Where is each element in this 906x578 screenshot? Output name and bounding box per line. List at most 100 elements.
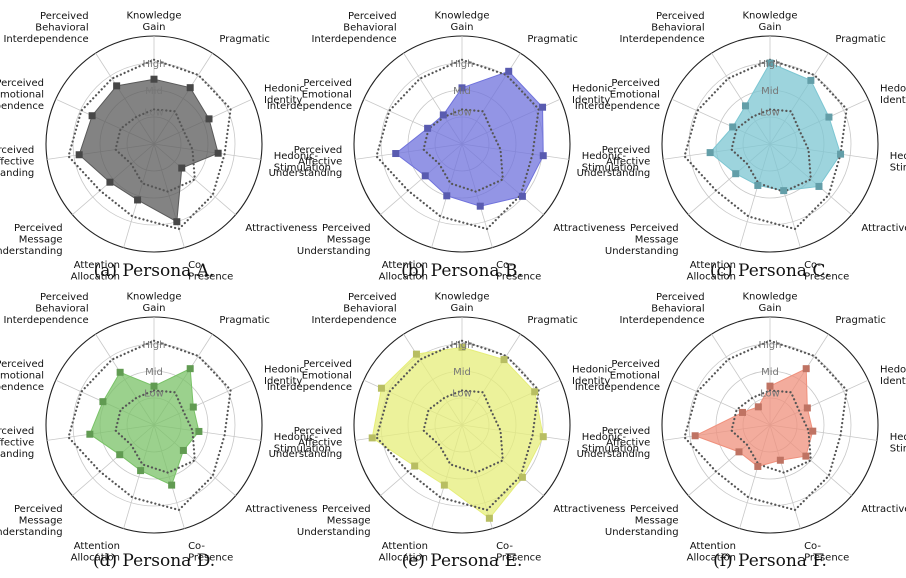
axis-label: Co-Presence xyxy=(804,541,849,564)
axis-label: Hedonic-Identity xyxy=(572,84,617,107)
axis-label: Knowledge Gain xyxy=(743,292,798,315)
data-point xyxy=(421,172,429,180)
data-point xyxy=(539,103,547,111)
axis-label: Pragmatic xyxy=(219,315,270,326)
chart-caption: (f) Persona F. xyxy=(713,551,827,571)
axis-label: Pragmatic xyxy=(527,34,578,45)
ring-label: Mid xyxy=(453,86,471,97)
data-point xyxy=(505,67,513,75)
axis-label: Knowledge Gain xyxy=(127,292,182,315)
axis-label: Attention Allocation xyxy=(71,260,120,283)
ring-label: Low xyxy=(452,389,472,400)
data-point xyxy=(729,123,737,131)
chart-caption: (c) Persona C. xyxy=(710,261,830,281)
axis-label: Hedonic-Stimulation xyxy=(890,151,906,174)
data-point xyxy=(134,196,142,204)
axis-label: Perceived Behavioral Interdependence xyxy=(3,292,88,326)
axis-label: Hedonic-Identity xyxy=(880,365,906,388)
data-point xyxy=(691,432,699,440)
ring-label: Low xyxy=(144,108,164,119)
reference-inner-band xyxy=(114,108,196,193)
data-point xyxy=(179,446,187,454)
data-area xyxy=(78,78,219,223)
data-point xyxy=(825,113,833,121)
reference-inner-band xyxy=(422,389,504,474)
data-point xyxy=(803,404,811,412)
data-point xyxy=(377,384,385,392)
data-point xyxy=(150,75,158,83)
chart-caption: (a) Persona A. xyxy=(94,261,215,281)
axis-label: Hedonic-Identity xyxy=(264,365,309,388)
reference-inner-band xyxy=(114,389,196,474)
ring-label: Mid xyxy=(761,367,779,378)
data-point xyxy=(150,382,158,390)
data-point xyxy=(368,434,376,442)
axis-label: Attention Allocation xyxy=(687,260,736,283)
data-point xyxy=(754,403,762,411)
reference-outer-band xyxy=(67,339,232,512)
axis-label: Hedonic-Stimulation xyxy=(274,432,331,455)
data-point xyxy=(173,218,181,226)
data-point xyxy=(116,451,124,459)
axis-label: Perceived Behavioral Interdependence xyxy=(3,11,88,45)
data-point xyxy=(116,368,124,376)
axis-label: Hedonic-Stimulation xyxy=(890,432,906,455)
data-point xyxy=(539,152,547,160)
axis-label: Co-Presence xyxy=(496,260,541,283)
data-point xyxy=(186,365,194,373)
data-point xyxy=(539,433,547,441)
data-point xyxy=(518,192,526,200)
data-point xyxy=(75,151,83,159)
axis-label: Knowledge Gain xyxy=(435,11,490,34)
data-point xyxy=(411,462,419,470)
reference-outer-band xyxy=(683,58,848,231)
radar-chart-persona-e: Low Mid High Knowledge Gain Pragmatic Hedonic-… xyxy=(267,292,639,572)
data-point xyxy=(518,473,526,481)
axis-label: Co-Presence xyxy=(804,260,849,283)
axis-label: Knowledge Gain xyxy=(127,11,182,34)
data-point xyxy=(424,124,432,132)
data-area xyxy=(371,346,544,519)
data-point xyxy=(738,408,746,416)
reference-outer-band xyxy=(375,58,540,231)
data-point xyxy=(137,467,145,475)
axis-label: Co-Presence xyxy=(188,541,233,564)
ring-label: Low xyxy=(144,389,164,400)
data-point xyxy=(754,462,762,470)
data-point xyxy=(732,170,740,178)
reference-inner-band xyxy=(422,108,504,193)
axis-label: Attention Allocation xyxy=(71,541,120,564)
ring-label: High xyxy=(759,59,782,70)
axis-label: Knowledge Gain xyxy=(743,11,798,34)
ring-label: Mid xyxy=(453,367,471,378)
axis-label: Perceived Behavioral Interdependence xyxy=(311,292,396,326)
data-point xyxy=(99,398,107,406)
ring-label: Mid xyxy=(145,367,163,378)
ring-label: High xyxy=(759,340,782,351)
data-point xyxy=(86,430,94,438)
axis-label: Attractiveness xyxy=(245,223,317,234)
data-point xyxy=(106,178,114,186)
axis-label: Pragmatic xyxy=(835,34,886,45)
data-point xyxy=(412,350,420,358)
reference-inner-band xyxy=(730,108,812,193)
ring-label: High xyxy=(451,59,474,70)
radar-chart-persona-a: Low Mid High Knowledge Gain Pragmatic Hedonic-… xyxy=(0,11,331,283)
axis-label: Pragmatic xyxy=(219,34,270,45)
data-point xyxy=(458,343,466,351)
